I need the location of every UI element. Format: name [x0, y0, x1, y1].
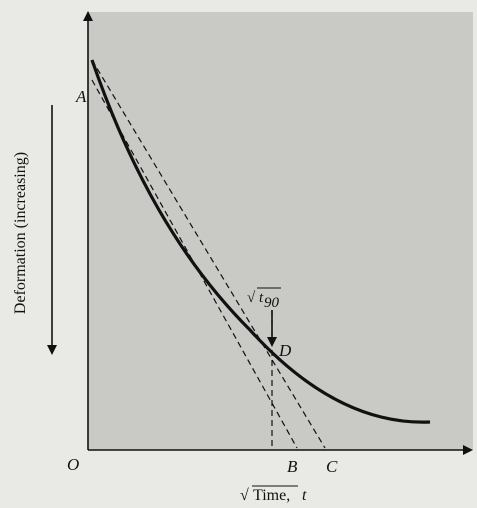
x-axis-var: t: [302, 487, 307, 504]
t90-root: √: [247, 290, 256, 306]
plot-area: [88, 12, 473, 450]
line-ac: [91, 59, 326, 449]
point-a-label: A: [75, 87, 87, 106]
t90-var: t: [259, 290, 264, 306]
point-b-label: B: [287, 457, 298, 476]
x-axis-root: √: [240, 487, 249, 504]
deformation-curve: [90, 59, 431, 424]
origin-label: O: [67, 455, 79, 474]
t90-sub: 90: [264, 295, 280, 311]
point-c-label: C: [326, 457, 338, 476]
point-d-label: D: [278, 341, 292, 360]
y-axis-label: Deformation (increasing): [12, 152, 29, 314]
x-axis-label: √ Time, t: [240, 485, 307, 504]
t90-label: √ t 90: [247, 287, 281, 311]
x-axis-word: Time,: [253, 487, 290, 504]
